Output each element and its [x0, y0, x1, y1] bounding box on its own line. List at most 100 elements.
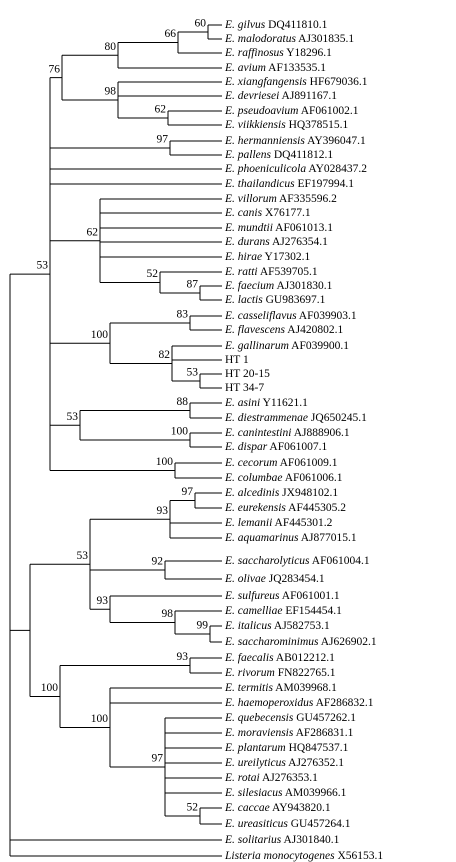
leaf-label: E. plantarum HQ847537.1 — [224, 742, 349, 754]
leaf-accession: HF679036.1 — [310, 76, 368, 88]
leaf-label: E. durans AJ276354.1 — [224, 236, 328, 248]
bootstrap-value: 88 — [177, 396, 189, 408]
leaf-name: E. rivorum — [224, 667, 275, 679]
leaf-name: E. canis — [224, 207, 263, 219]
leaf-name: E. saccharominimus — [224, 636, 319, 648]
leaf-name: E. caccae — [224, 802, 270, 814]
leaf-accession: AF061004.1 — [312, 555, 370, 567]
leaf-accession: Y17302.1 — [265, 251, 311, 263]
leaf-name: E. cecorum — [224, 457, 277, 469]
leaf-label: E. silesiacus AM039966.1 — [224, 787, 347, 799]
leaf-label: E. termitis AM039968.1 — [224, 682, 337, 694]
leaf-label: E. gilvus DQ411810.1 — [224, 19, 328, 31]
leaf-label: E. asini Y11621.1 — [224, 397, 308, 409]
leaf-name: E. asini — [224, 397, 260, 409]
leaf-label: E. sulfureus AF061001.1 — [224, 590, 340, 602]
leaf-label: E. saccharolyticus AF061004.1 — [224, 555, 370, 567]
leaf-accession: DQ411810.1 — [268, 19, 328, 31]
leaf-name: E. avium — [224, 62, 266, 74]
leaf-name: E. devriesei — [224, 90, 279, 102]
leaf-accession: AF061002.1 — [301, 105, 359, 117]
leaf-label: E. aquamarinus AJ877015.1 — [224, 532, 357, 544]
leaf-accession: AF539705.1 — [260, 266, 318, 278]
leaf-accession: AY028437.2 — [308, 163, 367, 175]
leaf-label: E. ureasiticus GU457264.1 — [224, 818, 351, 830]
leaf-label: E. saccharominimus AJ626902.1 — [224, 636, 377, 648]
leaf-label: E. haemoperoxidus AF286832.1 — [224, 697, 374, 709]
bootstrap-value: 53 — [77, 550, 89, 562]
leaf-accession: AJ276352.1 — [288, 757, 344, 769]
leaf-accession: AF061006.1 — [285, 472, 343, 484]
leaf-accession: FN822765.1 — [278, 667, 336, 679]
leaf-name: E. gallinarum — [224, 340, 289, 352]
leaf-label: E. diestrammenae JQ650245.1 — [224, 412, 367, 424]
leaf-name: E. aquamarinus — [224, 532, 299, 544]
leaf-name: E. solitarius — [224, 834, 282, 846]
bootstrap-value: 53 — [37, 260, 49, 272]
bootstrap-value: 97 — [157, 134, 169, 146]
leaf-name: E. ratti — [224, 266, 258, 278]
leaf-label: E. devriesei AJ891167.1 — [224, 90, 337, 102]
leaf-label: E. lactis GU983697.1 — [224, 294, 326, 306]
leaf-label: E. olivae JQ283454.1 — [224, 573, 325, 585]
leaf-label: E. flavescens AJ420802.1 — [224, 324, 343, 336]
bootstrap-value: 98 — [105, 86, 117, 98]
leaf-accession: AF335596.2 — [279, 193, 337, 205]
bootstrap-value: 53 — [187, 367, 199, 379]
bootstrap-value: 100 — [41, 682, 59, 694]
leaf-label: E. xiangfangensis HF679036.1 — [224, 76, 368, 88]
leaf-accession: AM039968.1 — [275, 682, 337, 694]
leaf-label: E. phoeniculicola AY028437.2 — [224, 163, 367, 175]
leaf-name: E. eurekensis — [224, 502, 286, 514]
bootstrap-value: 52 — [187, 802, 199, 814]
leaf-accession: AF445301.2 — [275, 517, 333, 529]
bootstrap-value: 76 — [49, 63, 61, 75]
leaf-label: E. italicus AJ582753.1 — [224, 620, 330, 632]
leaf-accession: AJ301840.1 — [283, 834, 339, 846]
leaf-name: HT 1 — [225, 354, 249, 366]
leaf-name: E. malodoratus — [224, 33, 296, 45]
leaf-label: E. mundtii AF061013.1 — [224, 222, 333, 234]
leaf-label: E. columbae AF061006.1 — [224, 472, 343, 484]
leaf-accession: AF061013.1 — [275, 222, 333, 234]
leaf-accession: AY943820.1 — [272, 802, 331, 814]
bootstrap-value: 87 — [187, 279, 199, 291]
leaf-name: E. alcedinis — [224, 487, 280, 499]
leaf-name: E. phoeniculicola — [224, 163, 306, 175]
leaf-accession: GU983697.1 — [266, 294, 326, 306]
leaf-name: E. lemanii — [224, 517, 272, 529]
bootstrap-value: 100 — [156, 456, 174, 468]
leaf-label: E. gallinarum AF039900.1 — [224, 340, 349, 352]
leaf-label: E. avium AF133535.1 — [224, 62, 326, 74]
leaf-accession: AF286832.1 — [316, 697, 374, 709]
leaf-label: E. canintestini AJ888906.1 — [224, 427, 350, 439]
leaf-label: E. eurekensis AF445305.2 — [224, 502, 346, 514]
leaf-accession: AF061001.1 — [282, 590, 340, 602]
leaf-name: E. durans — [224, 236, 270, 248]
leaf-name: E. mundtii — [224, 222, 273, 234]
leaf-label: E. raffinosus Y18296.1 — [224, 47, 332, 59]
leaf-accession: AF445305.2 — [288, 502, 346, 514]
leaf-name: E. viikkiensis — [224, 119, 286, 131]
leaf-accession: AJ301830.1 — [276, 280, 332, 292]
leaf-name: E. saccharolyticus — [224, 555, 310, 567]
leaf-name: E. faecalis — [224, 652, 274, 664]
bootstrap-value: 100 — [91, 329, 109, 341]
leaf-accession: AF061009.1 — [280, 457, 338, 469]
leaf-name: E. flavescens — [224, 324, 286, 336]
leaf-label: E. ureilyticus AJ276352.1 — [224, 757, 344, 769]
leaf-label: E. hermanniensis AY396047.1 — [224, 135, 366, 147]
bootstrap-value: 100 — [171, 426, 189, 438]
bootstrap-value: 62 — [155, 104, 167, 116]
leaf-name: E. raffinosus — [224, 47, 284, 59]
leaf-accession: EF154454.1 — [285, 605, 342, 617]
leaf-accession: AJ877015.1 — [301, 532, 357, 544]
leaf-accession: JQ283454.1 — [269, 573, 325, 585]
leaf-label: E. malodoratus AJ301835.1 — [224, 33, 354, 45]
leaf-name: E. olivae — [224, 573, 266, 585]
bootstrap-value: 93 — [157, 505, 169, 517]
leaf-name: HT 20-15 — [225, 368, 270, 380]
leaf-accession: AY396047.1 — [307, 135, 366, 147]
leaf-accession: AJ626902.1 — [321, 636, 377, 648]
leaf-name: E. xiangfangensis — [224, 76, 307, 88]
